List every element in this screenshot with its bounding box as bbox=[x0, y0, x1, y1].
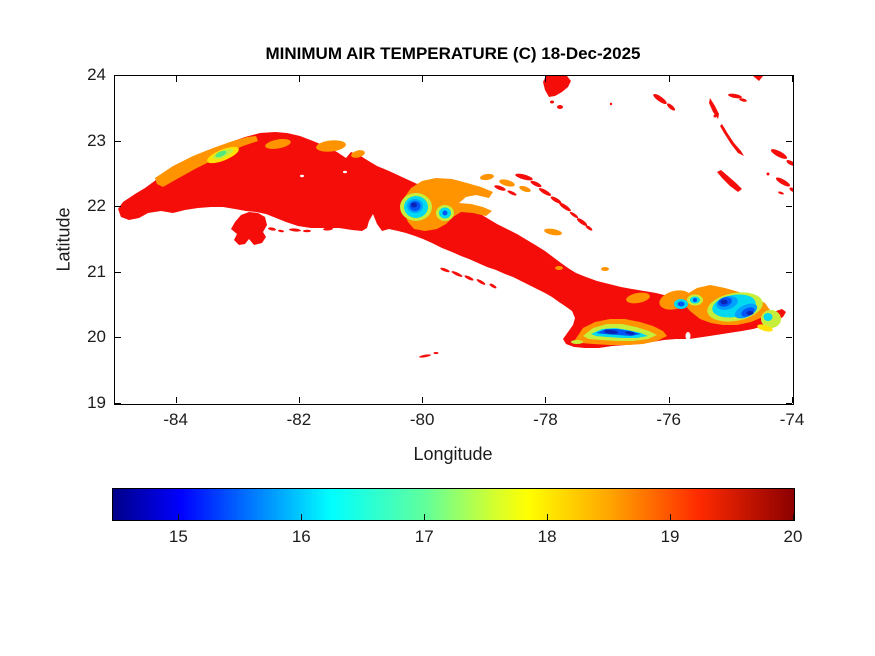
y-tick-mark-right bbox=[786, 403, 792, 404]
x-tick-label: -74 bbox=[779, 410, 805, 429]
colorbar-tick-label: 15 bbox=[168, 527, 188, 546]
escambray-mountains bbox=[400, 178, 493, 231]
x-tick-mark bbox=[175, 397, 177, 403]
x-tick-label: -78 bbox=[533, 410, 558, 429]
bays-and-holes bbox=[300, 170, 721, 340]
x-tick-label: -84 bbox=[163, 410, 188, 429]
north-central-warm-patches bbox=[480, 173, 609, 271]
colorbar-tick-label: 20 bbox=[783, 527, 803, 546]
y-tick-mark bbox=[115, 206, 121, 208]
x-axis-label: Longitude bbox=[413, 444, 493, 464]
y-tick-mark bbox=[115, 140, 121, 142]
southern-cays bbox=[249, 201, 497, 358]
colorbar-tick-mark bbox=[793, 514, 794, 520]
y-tick-mark-right bbox=[786, 337, 792, 339]
isla-de-la-juventud bbox=[231, 212, 267, 245]
colorbar bbox=[112, 488, 795, 521]
y-tick-label: 21 bbox=[87, 261, 106, 281]
y-tick-mark-right bbox=[786, 140, 792, 142]
y-tick-label: 23 bbox=[87, 130, 106, 150]
x-tick-mark-top bbox=[545, 76, 547, 82]
western-mountains bbox=[155, 136, 365, 187]
x-tick-mark-top bbox=[175, 76, 177, 82]
x-tick-mark bbox=[545, 397, 547, 403]
x-tick-mark bbox=[298, 397, 300, 403]
x-tick-label: -82 bbox=[286, 410, 312, 429]
colorbar-tick-mark bbox=[670, 514, 672, 520]
y-tick-mark bbox=[115, 75, 121, 76]
y-tick-mark-right bbox=[786, 75, 792, 76]
colorbar-tick-label: 18 bbox=[537, 527, 557, 546]
colorbar-tick-mark bbox=[424, 514, 426, 520]
x-tick-mark bbox=[668, 397, 670, 403]
y-tick-label: 22 bbox=[87, 196, 106, 216]
y-tick-label: 24 bbox=[87, 65, 106, 84]
x-tick-mark bbox=[422, 397, 424, 403]
y-tick-label: 20 bbox=[87, 327, 106, 347]
x-tick-mark-top bbox=[422, 76, 424, 82]
x-tick-mark-top bbox=[792, 76, 793, 82]
x-tick-mark-top bbox=[298, 76, 300, 82]
y-tick-mark bbox=[115, 337, 121, 339]
chart-title: MINIMUM AIR TEMPERATURE (C) 18-Dec-2025 bbox=[265, 44, 641, 63]
cuba-mainland bbox=[118, 132, 786, 348]
y-tick-mark bbox=[115, 271, 121, 273]
colorbar-tick-label: 17 bbox=[414, 527, 434, 546]
x-tick-label: -80 bbox=[409, 410, 435, 429]
x-tick-label: -76 bbox=[656, 410, 681, 429]
colorbar-tick-label: 19 bbox=[660, 527, 680, 546]
y-tick-mark bbox=[115, 403, 121, 404]
x-tick-mark bbox=[792, 397, 793, 403]
colorbar-tick-mark bbox=[301, 514, 303, 520]
cuba-temperature-map bbox=[118, 76, 793, 358]
colorbar-tick-mark bbox=[178, 514, 180, 520]
bahamas-islands bbox=[543, 76, 793, 195]
y-tick-label: 19 bbox=[87, 393, 106, 412]
eastern-mountains bbox=[571, 285, 781, 345]
colorbar-tick-label: 16 bbox=[291, 527, 311, 546]
x-tick-mark-top bbox=[668, 76, 670, 82]
y-tick-mark-right bbox=[786, 206, 792, 208]
y-tick-mark-right bbox=[786, 271, 792, 273]
sabana-camaguey-cays bbox=[494, 173, 593, 231]
colorbar-tick-mark bbox=[547, 514, 549, 520]
map-plot-area bbox=[114, 75, 794, 405]
